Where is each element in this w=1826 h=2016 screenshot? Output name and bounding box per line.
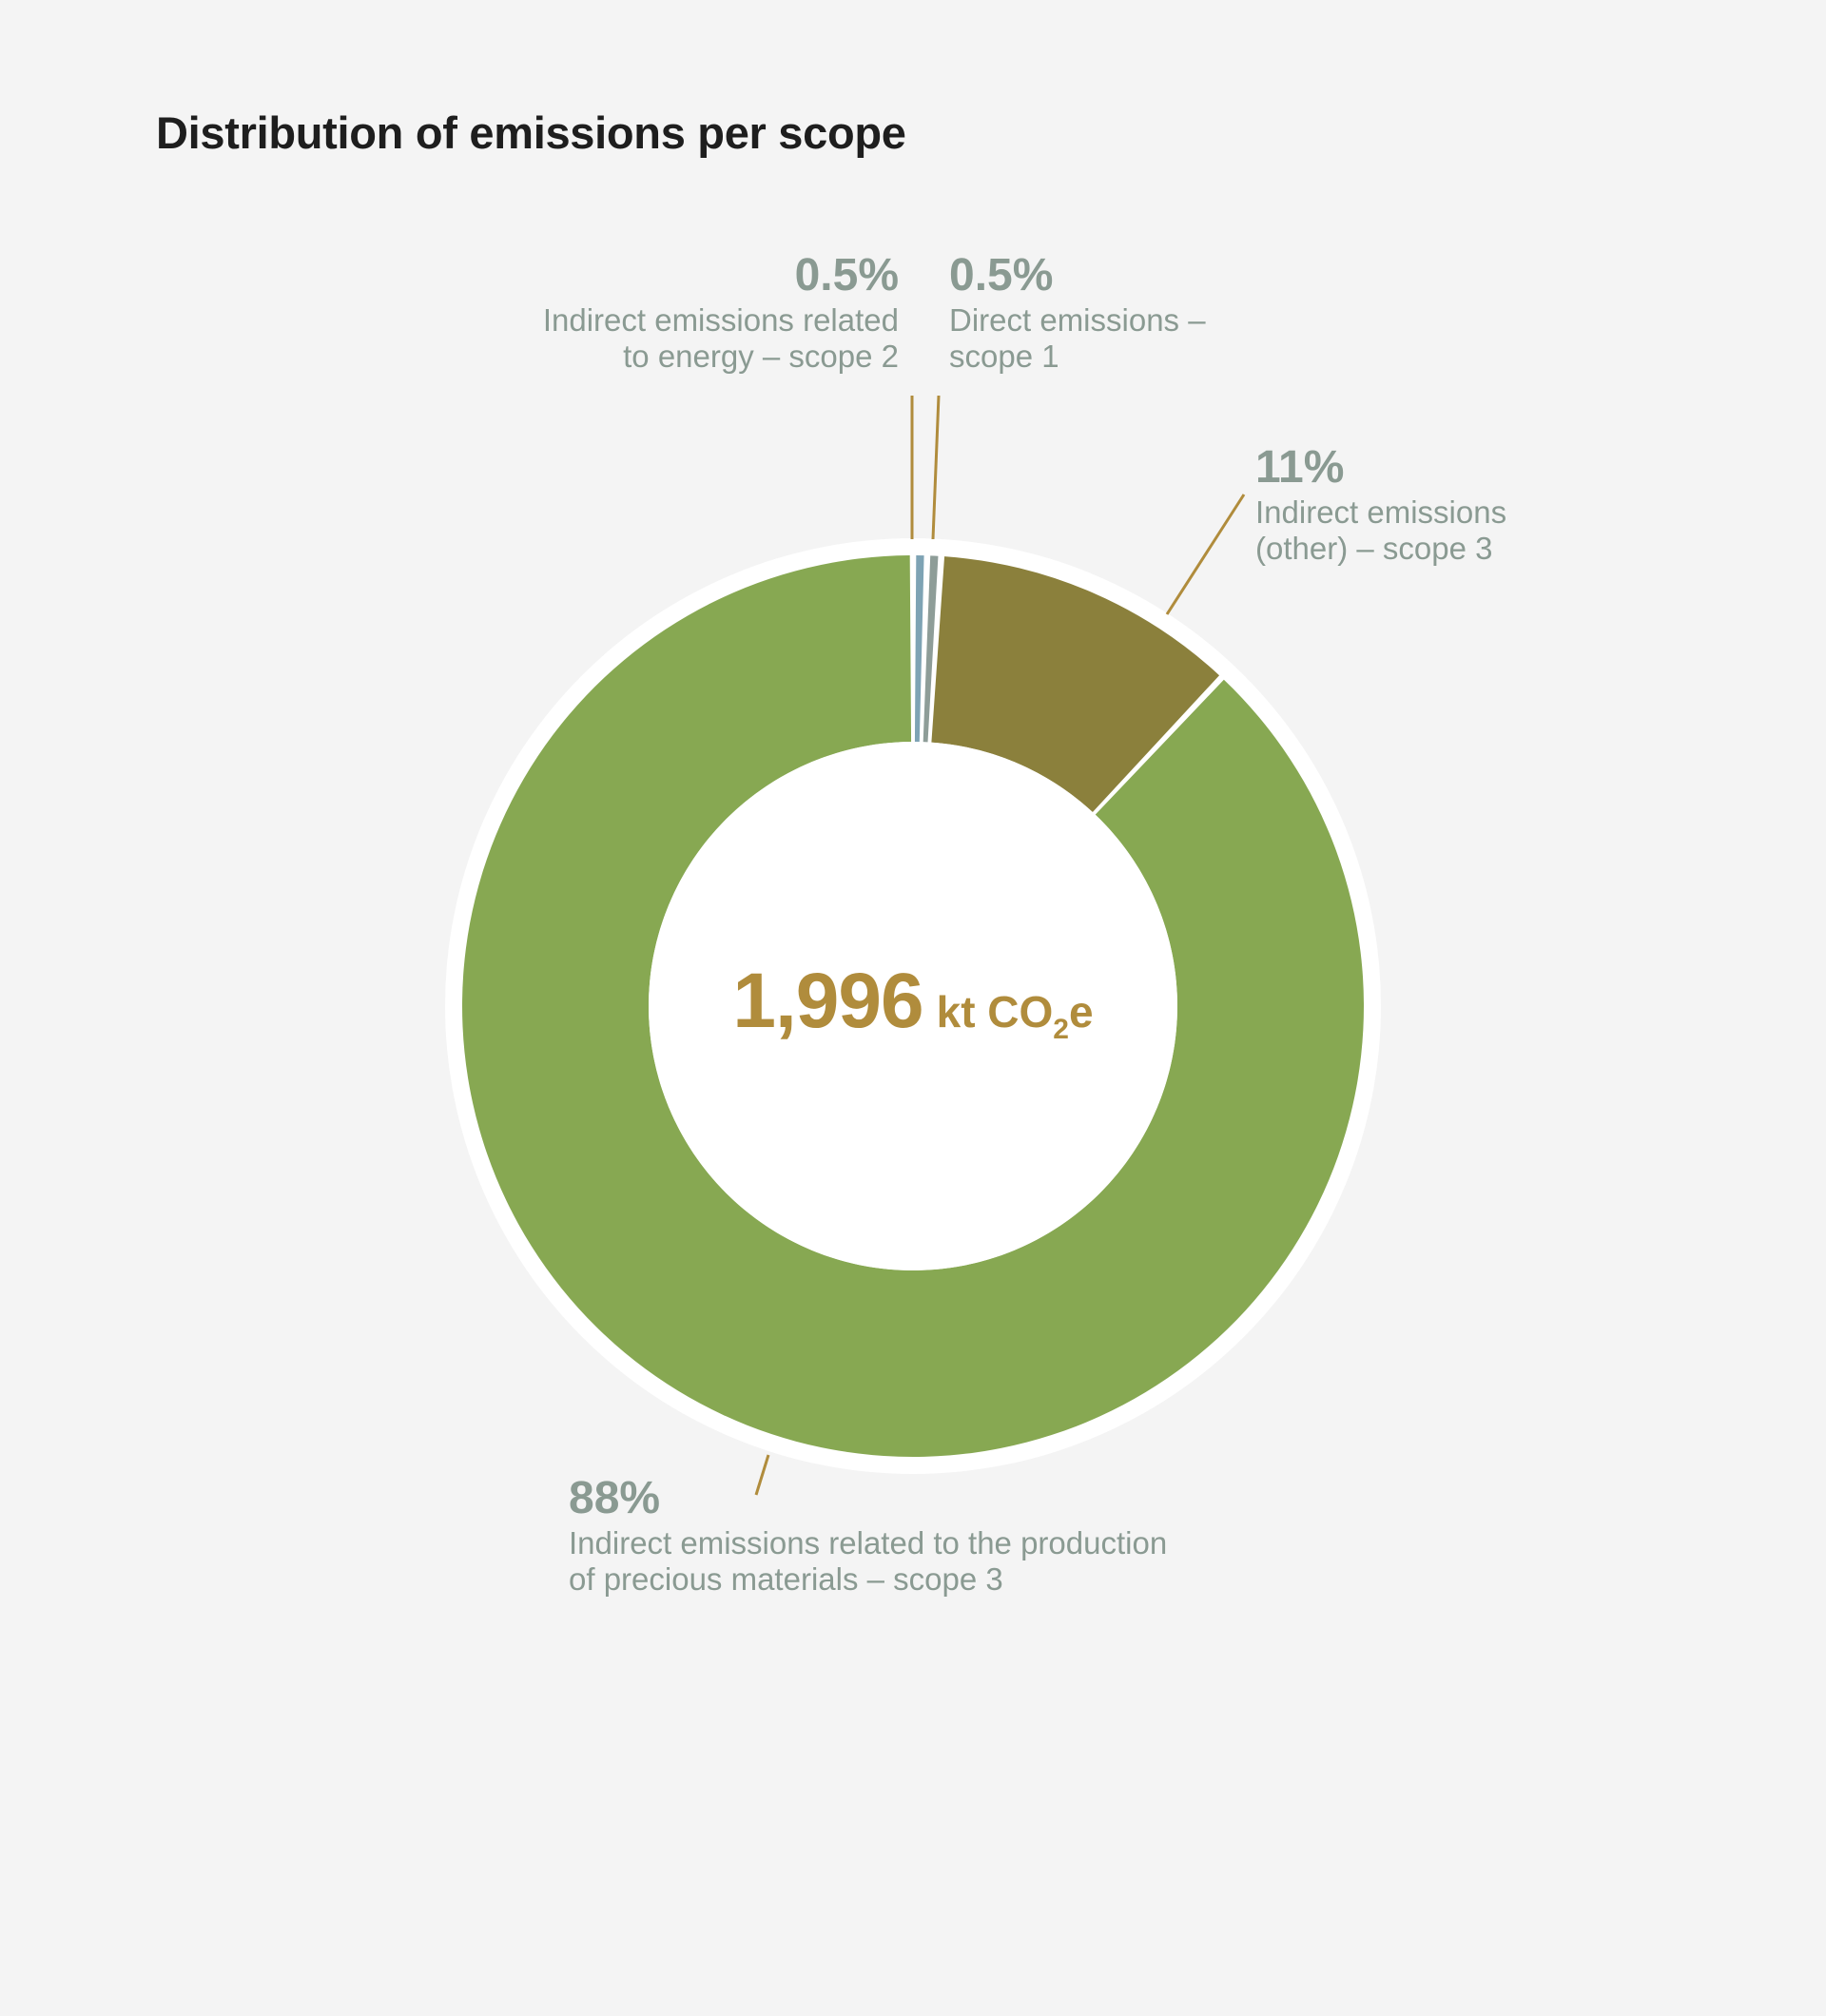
total-value: 1,996 (732, 958, 923, 1044)
donut-segment-scope3-other (931, 556, 1220, 813)
callout-scope3-materials-label-line2: of precious materials – scope 3 (569, 1561, 1003, 1597)
callout-scope2-label-line2: to energy – scope 2 (623, 339, 899, 374)
callout-scope3-other-pct: 11% (1255, 442, 1345, 493)
callout-scope1-label-line2: scope 1 (949, 339, 1059, 374)
total-unit-suffix: e (1068, 987, 1094, 1037)
donut-segment-scope2 (914, 555, 924, 743)
leader-line-scope3-materials (754, 1454, 770, 1496)
callout-scope3-other-label-line1: Indirect emissions (1255, 494, 1507, 530)
chart-title: Distribution of emissions per scope (156, 107, 906, 158)
total-unit-subscript: 2 (1053, 1014, 1069, 1045)
callout-scope1-pct: 0.5% (949, 250, 1054, 300)
callout-scope2-label-line1: Indirect emissions related (542, 302, 899, 338)
callout-scope1: 0.5% Direct emissions – scope 1 (949, 249, 1292, 375)
donut-segment-scope3-materials (461, 555, 1364, 1457)
donut-hole (649, 742, 1177, 1270)
callout-scope2-pct: 0.5% (794, 250, 899, 300)
leader-line-scope3-other (1165, 494, 1246, 615)
total-unit-prefix: kt CO (936, 987, 1054, 1037)
callout-scope3-materials-label-line1: Indirect emissions related to the produc… (569, 1525, 1168, 1560)
callout-scope3-other-label-line2: (other) – scope 3 (1255, 531, 1493, 566)
center-total: 1,996 kt CO2e (675, 957, 1151, 1046)
callout-scope3-materials-pct: 88% (569, 1473, 661, 1523)
callout-scope2: 0.5% Indirect emissions related to energ… (476, 249, 899, 375)
callout-scope3-other: 11% Indirect emissions (other) – scope 3 (1255, 441, 1598, 567)
donut-segment-scope1 (923, 555, 939, 743)
total-unit: kt CO2e (936, 987, 1094, 1045)
callout-scope1-label-line1: Direct emissions – (949, 302, 1206, 338)
callout-scope3-materials: 88% Indirect emissions related to the pr… (569, 1472, 1292, 1598)
leader-line-scope1 (931, 395, 941, 540)
